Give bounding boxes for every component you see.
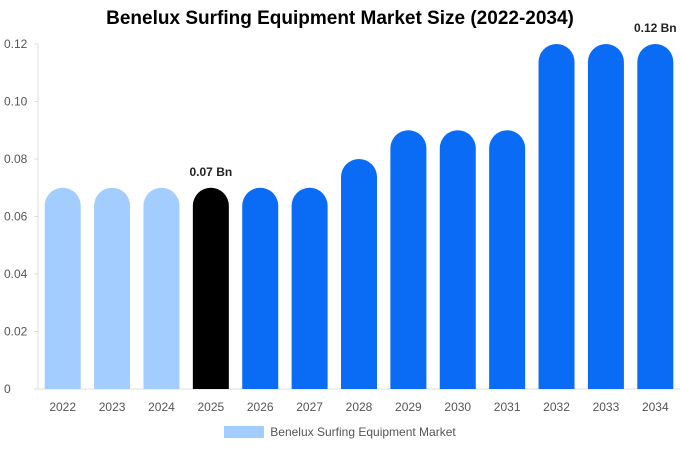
legend-swatch: [224, 426, 265, 438]
bar: [242, 187, 279, 389]
bar: [291, 187, 328, 389]
data-label: 0.12 Bn: [634, 21, 677, 35]
x-tick-label: 2029: [395, 400, 422, 414]
bar: [390, 130, 427, 390]
bar: [143, 187, 180, 389]
x-tick-label: 2028: [346, 400, 373, 414]
bar: [489, 130, 526, 389]
data-label: 0.07 Bn: [190, 165, 233, 179]
bar: [439, 130, 476, 390]
x-tick-label: 2022: [49, 400, 76, 414]
y-tick-label: 0.10: [4, 95, 28, 109]
bar: [341, 159, 377, 389]
legend-label: Benelux Surfing Equipment Market: [270, 425, 456, 439]
legend[interactable]: Benelux Surfing Equipment Market: [0, 425, 680, 439]
x-tick-label: 2026: [247, 400, 274, 414]
y-tick-label: 0.04: [4, 267, 28, 281]
chart-title: Benelux Surfing Equipment Market Size (2…: [106, 8, 574, 29]
x-tick-label: 2032: [543, 400, 570, 414]
x-tick-label: 2034: [642, 400, 669, 414]
y-tick-label: 0.12: [4, 37, 28, 51]
x-tick-label: 2027: [296, 400, 323, 414]
bar: [94, 187, 131, 389]
x-tick-label: 2023: [99, 400, 126, 414]
y-tick-label: 0.08: [4, 152, 28, 166]
bar: [44, 187, 81, 389]
x-tick-label: 2033: [593, 400, 620, 414]
y-tick-label: 0.06: [4, 210, 28, 224]
x-tick-label: 2025: [197, 400, 224, 414]
x-tick-label: 2030: [444, 400, 471, 414]
bar: [538, 44, 575, 389]
y-tick-label: 0: [4, 382, 11, 396]
bar: [192, 187, 229, 389]
y-tick-label: 0.02: [4, 325, 28, 339]
bar: [637, 44, 674, 389]
x-tick-label: 2024: [148, 400, 175, 414]
bar: [587, 44, 624, 389]
x-tick-label: 2031: [494, 400, 521, 414]
